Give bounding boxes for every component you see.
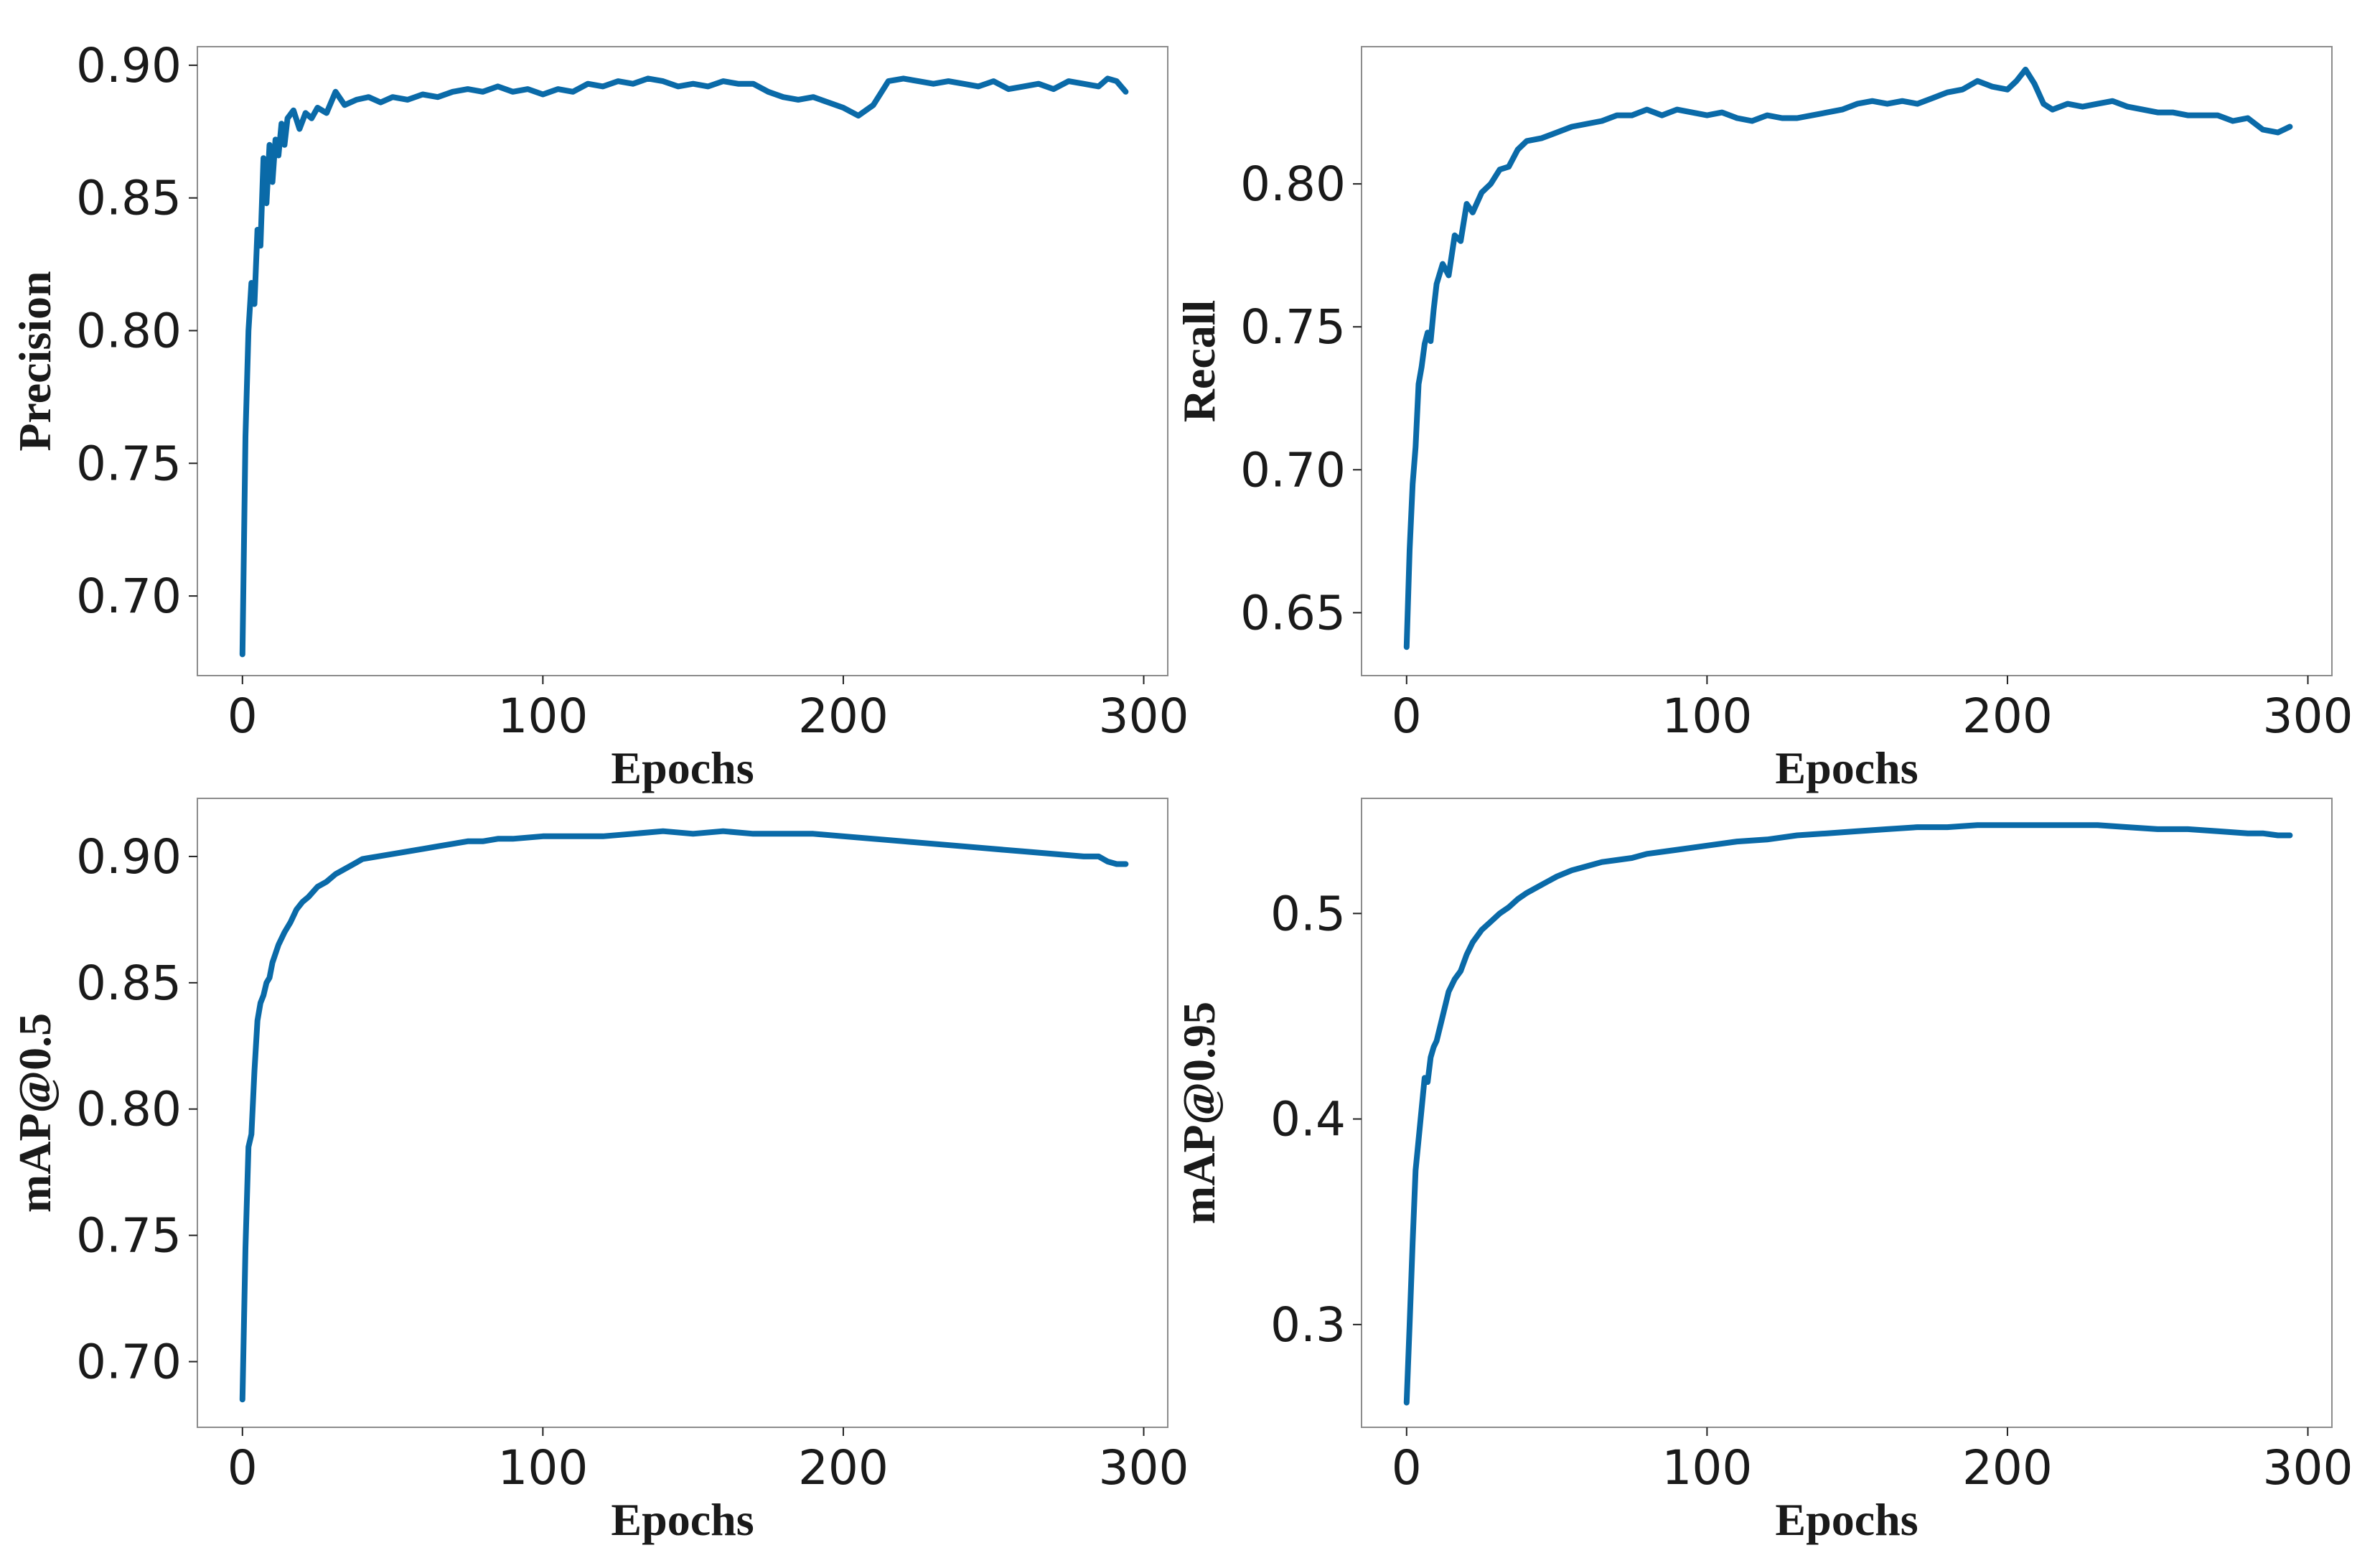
map50-line <box>239 828 1129 1403</box>
y-tick-label: 0.4 <box>1270 1092 1346 1147</box>
y-tick-label: 0.75 <box>76 1208 182 1264</box>
x-tick-label: 300 <box>1099 689 1189 744</box>
y-axis-label: mAP@0.5 <box>9 1013 60 1213</box>
tick-group: 0 100 200 300 0.70 0.75 0.80 0.85 0.90 <box>76 829 1189 1496</box>
x-tick-label: 0 <box>228 689 258 744</box>
x-tick-label: 100 <box>497 689 588 744</box>
x-tick-label: 0 <box>1392 1440 1422 1496</box>
y-axis-label: Recall <box>1173 300 1224 423</box>
map95-line <box>1403 822 2293 1406</box>
y-tick-label: 0.90 <box>76 829 182 885</box>
recall-line <box>1403 66 2293 650</box>
recall-panel: 0 100 200 300 0.65 0.70 0.75 0.80 Epochs Recall <box>1173 46 2353 793</box>
x-tick-label: 200 <box>1962 689 2053 744</box>
y-tick-label: 0.80 <box>76 1082 182 1137</box>
y-tick-label: 0.80 <box>76 303 182 358</box>
y-tick-label: 0.85 <box>76 956 182 1011</box>
x-tick-label: 200 <box>1962 1440 2053 1496</box>
y-tick-label: 0.70 <box>76 1335 182 1390</box>
y-tick-label: 0.85 <box>76 171 182 226</box>
precision-panel: 0 100 200 300 0.70 0.75 0.80 0.85 0.90 Epochs Pr… <box>9 38 1189 793</box>
x-tick-label: 0 <box>228 1440 258 1496</box>
precision-line <box>239 75 1129 658</box>
x-tick-label: 100 <box>1662 1440 1752 1496</box>
tick-group: 0 100 200 300 0.3 0.4 0.5 <box>1270 886 2353 1496</box>
tick-group: 0 100 200 300 0.70 0.75 0.80 0.85 0.90 <box>76 38 1189 744</box>
x-tick-label: 100 <box>1662 689 1752 744</box>
x-axis-label: Epochs <box>1775 1494 1918 1545</box>
y-tick-label: 0.75 <box>1240 299 1346 355</box>
x-tick-label: 200 <box>798 1440 889 1496</box>
map50-panel: 0 100 200 300 0.70 0.75 0.80 0.85 0.90 Epochs mA… <box>9 798 1189 1545</box>
x-axis-label: Epochs <box>611 742 754 793</box>
x-tick-label: 300 <box>1099 1440 1189 1496</box>
x-axis-label: Epochs <box>1775 742 1918 793</box>
tick-group: 0 100 200 300 0.65 0.70 0.75 0.80 <box>1240 157 2353 744</box>
y-axis-label: mAP@0.95 <box>1173 1002 1224 1224</box>
y-tick-label: 0.5 <box>1270 886 1346 941</box>
plot-frame <box>1361 46 2333 676</box>
y-tick-label: 0.80 <box>1240 157 1346 212</box>
y-tick-label: 0.90 <box>76 38 182 93</box>
x-tick-label: 100 <box>497 1440 588 1496</box>
x-tick-label: 200 <box>798 689 889 744</box>
x-tick-label: 300 <box>2263 1440 2353 1496</box>
y-axis-label: Precision <box>9 271 60 451</box>
x-tick-label: 0 <box>1392 689 1422 744</box>
plot-frame <box>197 798 1168 1428</box>
x-axis-label: Epochs <box>611 1494 754 1545</box>
x-tick-label: 300 <box>2263 689 2353 744</box>
y-tick-label: 0.65 <box>1240 585 1346 640</box>
map95-panel: 0 100 200 300 0.3 0.4 0.5 Epochs mAP@0.95 <box>1173 798 2353 1545</box>
y-tick-label: 0.70 <box>76 569 182 624</box>
plot-frame <box>1361 798 2333 1428</box>
y-tick-label: 0.3 <box>1270 1297 1346 1353</box>
y-tick-label: 0.70 <box>1240 442 1346 498</box>
plot-frame <box>197 46 1168 676</box>
y-tick-label: 0.75 <box>76 436 182 491</box>
